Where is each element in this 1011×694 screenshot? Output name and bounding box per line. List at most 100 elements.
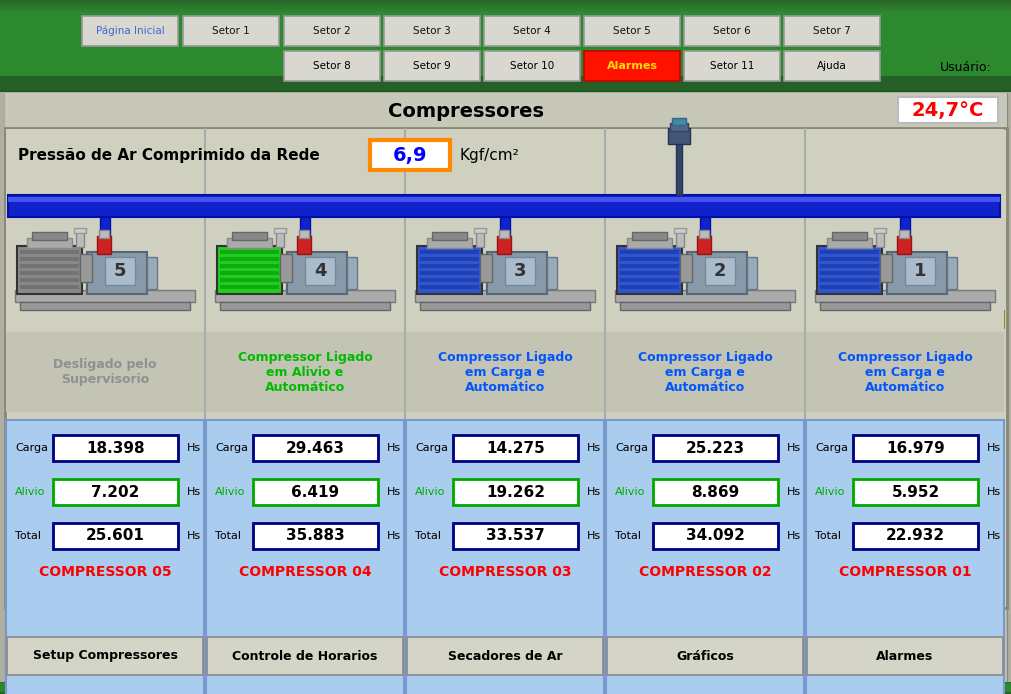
Text: Alarmes: Alarmes bbox=[606, 61, 657, 71]
Bar bbox=[0, 30, 1011, 47]
Text: Compressor Ligado
em Carga e
Automático: Compressor Ligado em Carga e Automático bbox=[837, 350, 972, 393]
Text: Hs: Hs bbox=[187, 531, 201, 541]
Text: COMPRESSOR 05: COMPRESSOR 05 bbox=[38, 565, 171, 579]
Bar bbox=[214, 290, 394, 302]
Bar bbox=[831, 232, 866, 240]
Bar bbox=[405, 310, 604, 328]
Bar bbox=[420, 278, 478, 282]
Bar bbox=[219, 302, 389, 310]
Bar bbox=[296, 236, 310, 254]
Bar bbox=[606, 310, 803, 328]
Bar bbox=[347, 257, 357, 289]
Bar bbox=[898, 230, 908, 238]
Bar bbox=[27, 238, 72, 248]
Bar bbox=[99, 230, 109, 238]
Bar bbox=[683, 16, 779, 46]
Bar bbox=[97, 236, 111, 254]
Text: 3: 3 bbox=[514, 262, 526, 280]
Text: 8.869: 8.869 bbox=[691, 484, 739, 500]
Bar bbox=[406, 637, 603, 675]
Text: Compressor Ligado
em Alivio e
Automático: Compressor Ligado em Alivio e Automático bbox=[238, 350, 372, 393]
Bar bbox=[226, 238, 272, 248]
Text: Carga: Carga bbox=[214, 443, 248, 453]
Bar bbox=[80, 254, 92, 282]
Text: Pressão de Ar Comprimido da Rede: Pressão de Ar Comprimido da Rede bbox=[18, 148, 319, 162]
Bar bbox=[896, 236, 910, 254]
Bar bbox=[805, 310, 1003, 328]
Bar bbox=[852, 523, 977, 549]
Text: Setor 9: Setor 9 bbox=[412, 61, 451, 71]
Text: Compressor Ligado
em Carga e
Automático: Compressor Ligado em Carga e Automático bbox=[437, 350, 572, 393]
Bar bbox=[874, 228, 885, 233]
Bar bbox=[53, 479, 178, 505]
Bar bbox=[632, 232, 666, 240]
Bar bbox=[370, 140, 450, 170]
Bar bbox=[284, 51, 379, 81]
Text: 7.202: 7.202 bbox=[91, 484, 140, 500]
Bar bbox=[87, 252, 147, 294]
Text: Compressores: Compressores bbox=[387, 101, 544, 121]
Bar bbox=[383, 51, 479, 81]
Text: 14.275: 14.275 bbox=[485, 441, 544, 455]
Bar bbox=[620, 271, 678, 275]
Bar bbox=[219, 257, 279, 261]
Bar bbox=[683, 51, 779, 81]
Bar bbox=[496, 236, 511, 254]
Bar bbox=[819, 257, 879, 261]
Bar bbox=[803, 128, 805, 608]
Bar bbox=[0, 45, 1011, 62]
Bar bbox=[606, 332, 803, 412]
Bar bbox=[420, 271, 478, 275]
Bar bbox=[147, 257, 157, 289]
Text: 1: 1 bbox=[913, 262, 925, 280]
Bar bbox=[475, 231, 483, 247]
Bar bbox=[617, 246, 681, 294]
Bar bbox=[287, 252, 347, 294]
Bar bbox=[673, 228, 685, 233]
Bar bbox=[667, 128, 690, 144]
Bar bbox=[606, 420, 803, 694]
Bar bbox=[20, 250, 79, 254]
Bar bbox=[415, 290, 594, 302]
Text: Hs: Hs bbox=[986, 531, 1000, 541]
Text: Total: Total bbox=[615, 531, 640, 541]
Bar bbox=[53, 523, 178, 549]
Bar bbox=[705, 257, 734, 285]
Bar bbox=[204, 128, 206, 608]
Bar bbox=[498, 230, 509, 238]
Bar bbox=[652, 523, 777, 549]
Bar bbox=[253, 479, 378, 505]
Bar bbox=[819, 285, 879, 289]
Text: 34.092: 34.092 bbox=[685, 529, 744, 543]
Bar bbox=[700, 217, 710, 239]
Bar bbox=[253, 435, 378, 461]
Text: Controle de Horarios: Controle de Horarios bbox=[233, 650, 377, 663]
Bar bbox=[686, 252, 746, 294]
Bar bbox=[219, 278, 279, 282]
Text: COMPRESSOR 03: COMPRESSOR 03 bbox=[439, 565, 570, 579]
Bar bbox=[620, 302, 790, 310]
Text: 6,9: 6,9 bbox=[392, 146, 427, 164]
Bar bbox=[298, 230, 308, 238]
Bar bbox=[604, 128, 606, 608]
Bar bbox=[405, 420, 604, 694]
Text: Alivio: Alivio bbox=[214, 487, 245, 497]
Text: Hs: Hs bbox=[586, 531, 601, 541]
Bar bbox=[432, 232, 466, 240]
Bar bbox=[805, 420, 1003, 694]
Bar bbox=[5, 128, 1006, 608]
Bar bbox=[946, 257, 956, 289]
Bar bbox=[0, 15, 1011, 32]
Bar bbox=[53, 435, 178, 461]
Text: Alarmes: Alarmes bbox=[876, 650, 933, 663]
Bar bbox=[620, 285, 678, 289]
Bar bbox=[784, 16, 880, 46]
Text: Usuário:: Usuário: bbox=[939, 60, 991, 74]
Bar bbox=[606, 129, 803, 339]
Bar bbox=[615, 290, 795, 302]
Text: 5.952: 5.952 bbox=[891, 484, 938, 500]
Bar bbox=[0, 682, 1011, 694]
Bar bbox=[453, 479, 577, 505]
Bar bbox=[105, 257, 134, 285]
Text: Hs: Hs bbox=[986, 443, 1000, 453]
